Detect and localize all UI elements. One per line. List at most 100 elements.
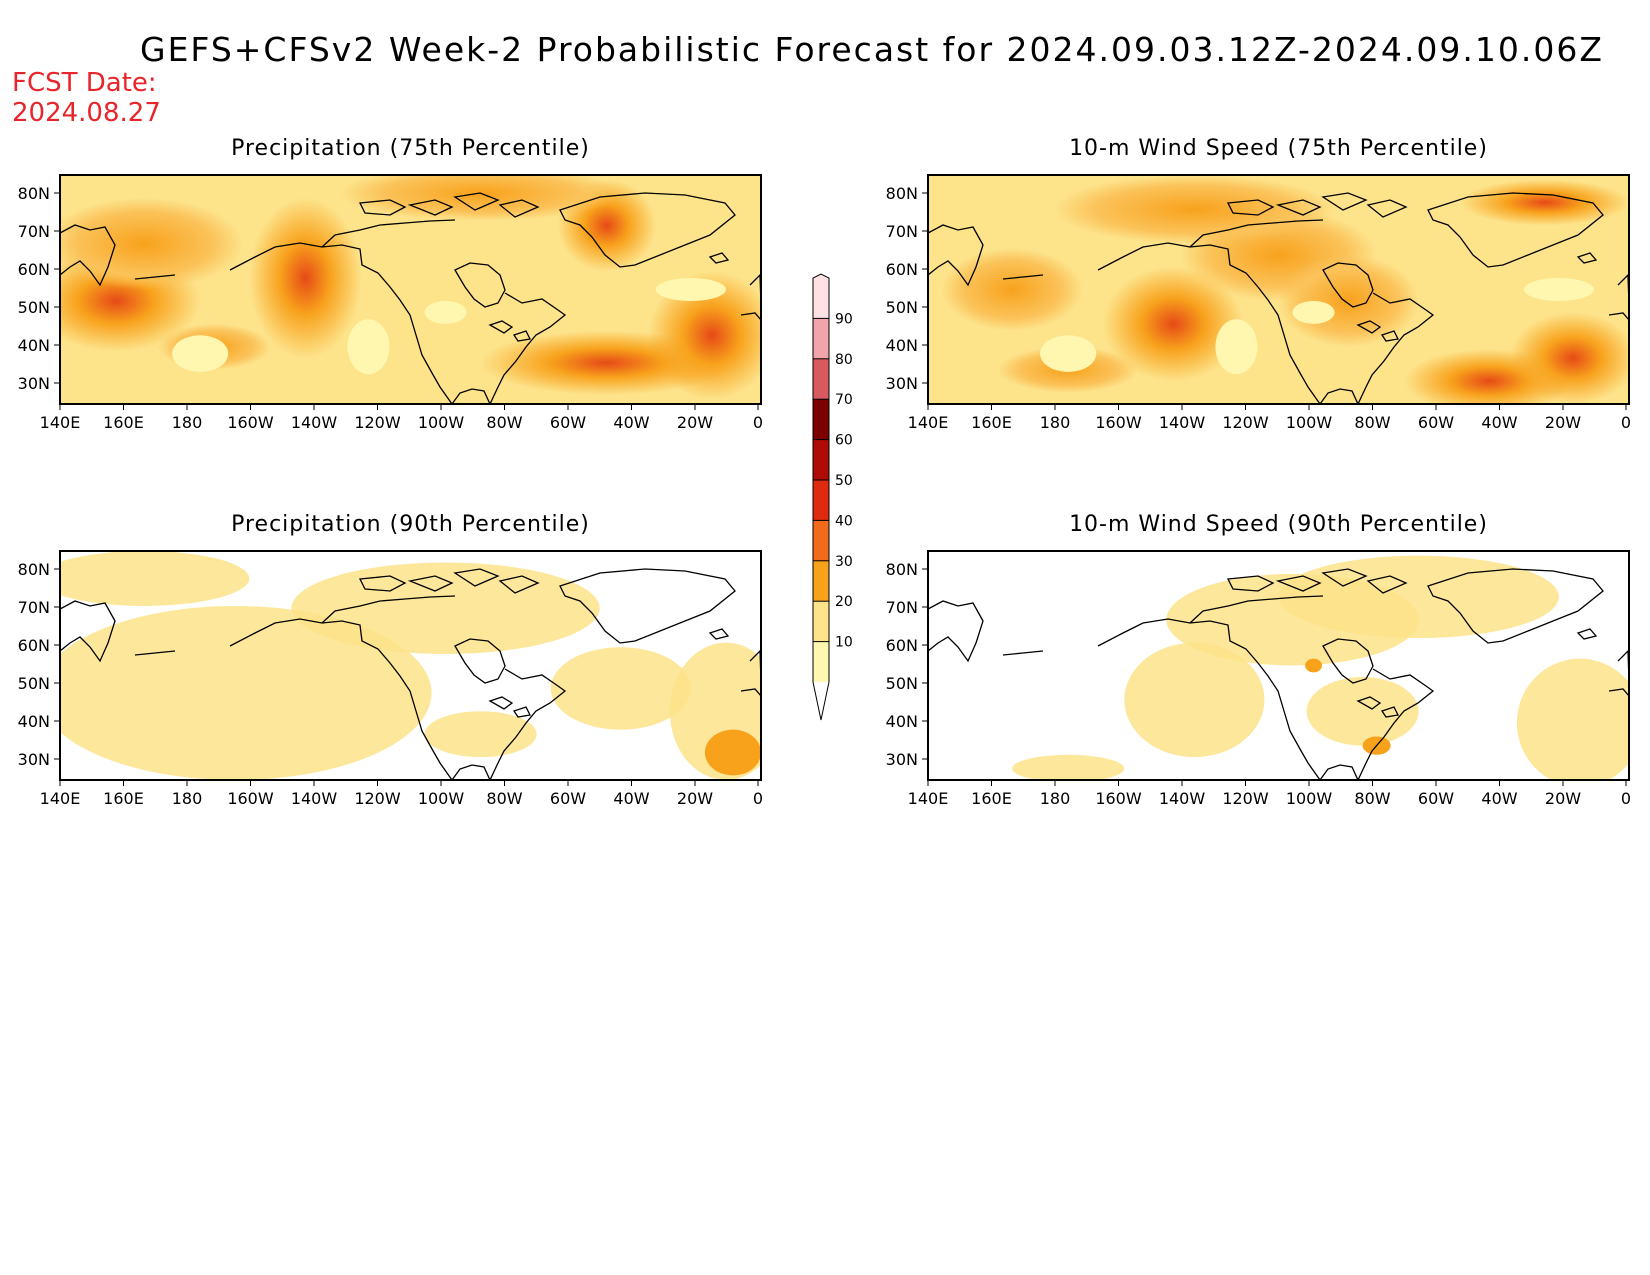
probability-field	[60, 551, 761, 780]
lon-tick-label: 120W	[354, 789, 401, 808]
lat-tick-label: 40N	[886, 336, 918, 355]
lat-tick-label: 40N	[18, 712, 50, 731]
lon-tick-label: 140W	[1159, 413, 1206, 432]
probability-area	[1012, 754, 1125, 780]
lon-tick-label: 100W	[1286, 789, 1333, 808]
lat-tick-label: 30N	[18, 750, 50, 769]
probability-area	[1278, 255, 1419, 347]
panel-title: 10-m Wind Speed (75th Percentile)	[1069, 136, 1488, 161]
fcst-date-label: FCST Date:	[12, 68, 157, 98]
colorbar-label: 30	[835, 554, 853, 570]
probability-area	[291, 562, 600, 655]
probability-area	[347, 319, 390, 375]
lon-tick-label: 160E	[103, 789, 144, 808]
map-frame	[927, 550, 1630, 781]
lat-tick-label: 50N	[886, 298, 918, 317]
colorbar-label: 10	[835, 635, 853, 651]
lat-tick-label: 70N	[18, 222, 50, 241]
lat-tick-label: 80N	[18, 184, 50, 203]
lon-tick-label: 60W	[550, 413, 586, 432]
lat-tick-label: 70N	[886, 222, 918, 241]
lon-tick-label: 140W	[1159, 789, 1206, 808]
map-panel-wind-90: 10-m Wind Speed (90th Percentile) 80N 70N 6…	[886, 512, 1631, 808]
probability-area	[648, 271, 761, 400]
lon-tick-label: 40W	[613, 789, 649, 808]
lat-tick-label: 40N	[886, 712, 918, 731]
lat-tick-label: 80N	[18, 560, 50, 579]
lon-tick-label: 0	[1621, 789, 1631, 808]
map-frame	[59, 550, 762, 781]
lon-tick-label: 140W	[291, 413, 338, 432]
lon-tick-label: 80W	[1354, 789, 1390, 808]
lon-tick-label: 60W	[1418, 789, 1454, 808]
main-title: GEFS+CFSv2 Week-2 Probabilistic Forecast…	[140, 30, 1604, 69]
colorbar-label: 80	[835, 352, 853, 368]
lon-tick-label: 140E	[908, 789, 949, 808]
lon-tick-label: 140E	[40, 413, 81, 432]
probability-field	[928, 551, 1629, 780]
colorbar-label: 40	[835, 513, 853, 529]
panel-title: 10-m Wind Speed (90th Percentile)	[1069, 512, 1488, 537]
lon-tick-label: 120W	[1222, 413, 1269, 432]
colorbar-label: 60	[835, 433, 853, 449]
lon-tick-label: 160W	[227, 789, 274, 808]
lon-tick-label: 160E	[103, 413, 144, 432]
lat-tick-label: 50N	[886, 674, 918, 693]
lon-tick-label: 80W	[486, 789, 522, 808]
coastline	[928, 568, 1629, 780]
probability-area	[1460, 179, 1629, 226]
lon-tick-label: 160W	[1095, 413, 1142, 432]
probability-area	[550, 647, 691, 730]
lon-tick-label: 0	[753, 789, 763, 808]
fcst-date-value: 2024.08.27	[12, 98, 161, 128]
probability-field	[60, 175, 761, 404]
lat-tick-label: 70N	[18, 598, 50, 617]
probability-area	[424, 711, 537, 758]
lon-tick-label: 180	[172, 789, 203, 808]
colorbar-swatch	[813, 358, 829, 400]
colorbar-swatch	[813, 520, 829, 561]
probability-area	[249, 197, 362, 359]
lon-tick-label: 20W	[1545, 413, 1581, 432]
probability-field	[928, 175, 1629, 404]
lat-tick-label: 30N	[886, 374, 918, 393]
probability-area	[1523, 278, 1594, 301]
lon-tick-label: 180	[172, 413, 203, 432]
lon-tick-label: 140W	[291, 789, 338, 808]
lon-tick-label: 160E	[971, 413, 1012, 432]
probability-area	[1292, 300, 1335, 324]
lon-tick-label: 0	[1621, 413, 1631, 432]
colorbar: 10 20 30 40 50 60 70 80 90	[812, 273, 853, 721]
map-panel-wind-75: 10-m Wind Speed (75th Percentile) 80N 70N 6…	[886, 136, 1631, 432]
lon-tick-label: 20W	[677, 413, 713, 432]
lat-tick-label: 50N	[18, 298, 50, 317]
lat-tick-label: 60N	[18, 260, 50, 279]
lon-tick-label: 80W	[486, 413, 522, 432]
lon-tick-label: 140E	[908, 413, 949, 432]
probability-area	[1124, 642, 1265, 758]
coastline	[928, 192, 1629, 404]
lon-tick-label: 120W	[1222, 789, 1269, 808]
probability-area	[1278, 555, 1559, 639]
probability-area	[60, 605, 432, 780]
colorbar-swatch	[813, 439, 829, 480]
lat-tick-label: 80N	[886, 184, 918, 203]
lat-tick-label: 40N	[18, 336, 50, 355]
lat-tick-label: 80N	[886, 560, 918, 579]
map-panel-precip-90: Precipitation (90th Percentile) 80N 70N 60N…	[18, 512, 763, 808]
colorbar-swatch	[813, 278, 829, 319]
colorbar-swatch	[813, 318, 829, 359]
panel-title: Precipitation (75th Percentile)	[231, 136, 590, 161]
lon-tick-label: 160E	[971, 789, 1012, 808]
panel-title: Precipitation (90th Percentile)	[231, 512, 590, 537]
probability-area	[375, 209, 516, 324]
probability-area	[340, 175, 621, 221]
probability-area	[1103, 266, 1244, 382]
colorbar-swatch	[813, 480, 829, 521]
colorbar-swatch	[813, 560, 829, 602]
colorbar-swatch	[813, 641, 829, 682]
colorbar-label: 20	[835, 594, 853, 610]
coastline	[60, 192, 761, 404]
colorbar-label: 90	[835, 311, 853, 327]
